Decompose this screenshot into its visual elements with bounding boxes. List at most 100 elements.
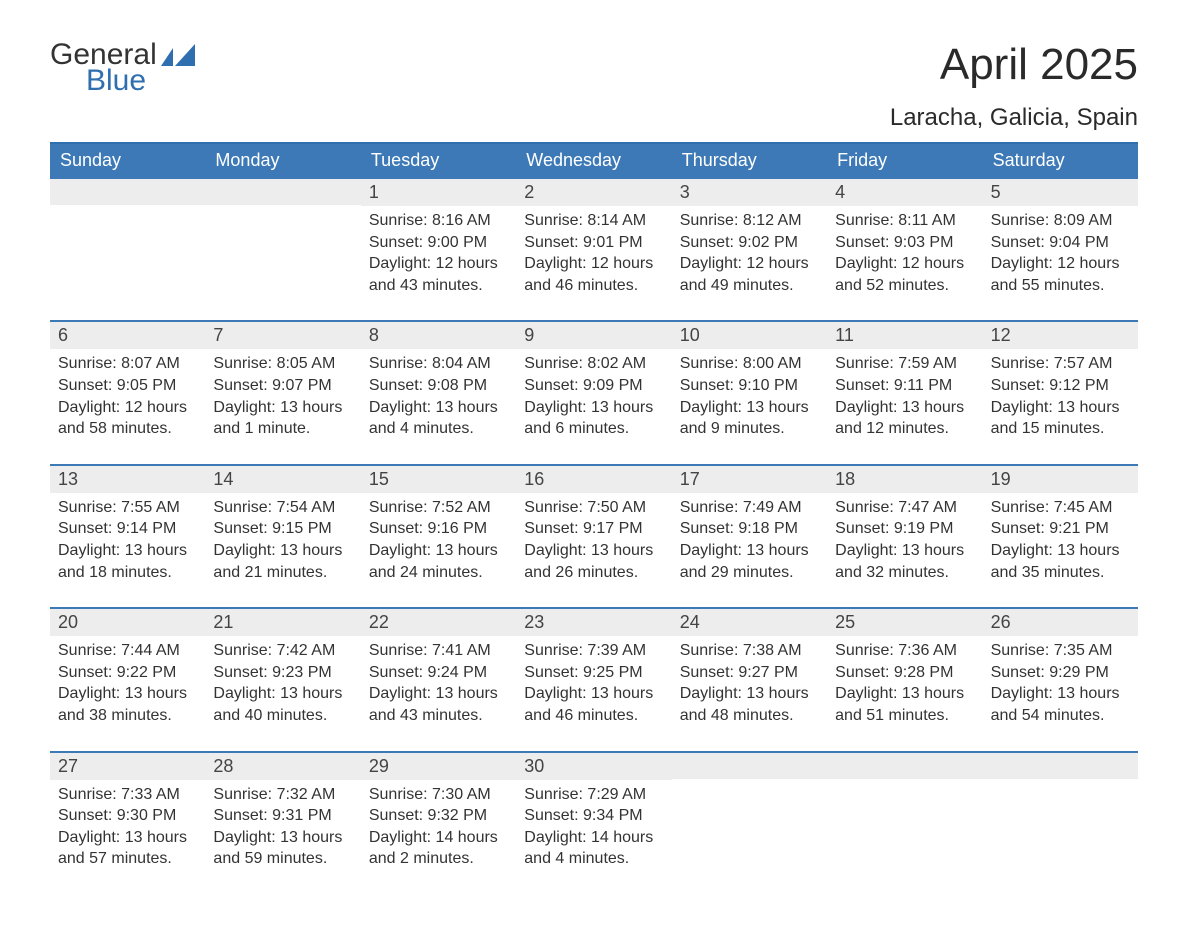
calendar-cell: 13Sunrise: 7:55 AMSunset: 9:14 PMDayligh… <box>50 464 205 607</box>
day-number: 22 <box>361 609 516 636</box>
sunset-text: Sunset: 9:03 PM <box>835 232 974 254</box>
daylight-text: Daylight: 13 hours and 29 minutes. <box>680 540 819 583</box>
sunrise-text: Sunrise: 7:32 AM <box>213 784 352 806</box>
day-number: 20 <box>50 609 205 636</box>
calendar-cell: 7Sunrise: 8:05 AMSunset: 9:07 PMDaylight… <box>205 320 360 463</box>
day-details: Sunrise: 8:12 AMSunset: 9:02 PMDaylight:… <box>672 206 827 296</box>
day-details: Sunrise: 8:07 AMSunset: 9:05 PMDaylight:… <box>50 349 205 439</box>
daylight-text: Daylight: 13 hours and 40 minutes. <box>213 683 352 726</box>
calendar-cell: 11Sunrise: 7:59 AMSunset: 9:11 PMDayligh… <box>827 320 982 463</box>
daylight-text: Daylight: 13 hours and 51 minutes. <box>835 683 974 726</box>
sunrise-text: Sunrise: 7:41 AM <box>369 640 508 662</box>
sunset-text: Sunset: 9:30 PM <box>58 805 197 827</box>
daylight-text: Daylight: 13 hours and 6 minutes. <box>524 397 663 440</box>
day-number: 4 <box>827 179 982 206</box>
day-number <box>672 753 827 779</box>
day-details: Sunrise: 8:09 AMSunset: 9:04 PMDaylight:… <box>983 206 1138 296</box>
sunset-text: Sunset: 9:01 PM <box>524 232 663 254</box>
calendar-cell: 14Sunrise: 7:54 AMSunset: 9:15 PMDayligh… <box>205 464 360 607</box>
day-number: 10 <box>672 322 827 349</box>
day-number: 17 <box>672 466 827 493</box>
day-number: 3 <box>672 179 827 206</box>
daylight-text: Daylight: 13 hours and 59 minutes. <box>213 827 352 870</box>
calendar-cell: 17Sunrise: 7:49 AMSunset: 9:18 PMDayligh… <box>672 464 827 607</box>
calendar-cell: 9Sunrise: 8:02 AMSunset: 9:09 PMDaylight… <box>516 320 671 463</box>
day-number: 23 <box>516 609 671 636</box>
day-number: 11 <box>827 322 982 349</box>
day-number: 16 <box>516 466 671 493</box>
daylight-text: Daylight: 13 hours and 54 minutes. <box>991 683 1130 726</box>
sunset-text: Sunset: 9:23 PM <box>213 662 352 684</box>
sunrise-text: Sunrise: 7:30 AM <box>369 784 508 806</box>
sunrise-text: Sunrise: 7:52 AM <box>369 497 508 519</box>
calendar-cell: 2Sunrise: 8:14 AMSunset: 9:01 PMDaylight… <box>516 177 671 320</box>
sunset-text: Sunset: 9:19 PM <box>835 518 974 540</box>
sunset-text: Sunset: 9:17 PM <box>524 518 663 540</box>
sunset-text: Sunset: 9:16 PM <box>369 518 508 540</box>
sunset-text: Sunset: 9:05 PM <box>58 375 197 397</box>
sunrise-text: Sunrise: 8:04 AM <box>369 353 508 375</box>
daylight-text: Daylight: 13 hours and 18 minutes. <box>58 540 197 583</box>
day-number: 18 <box>827 466 982 493</box>
daylight-text: Daylight: 14 hours and 4 minutes. <box>524 827 663 870</box>
sunrise-text: Sunrise: 8:14 AM <box>524 210 663 232</box>
day-details: Sunrise: 7:36 AMSunset: 9:28 PMDaylight:… <box>827 636 982 726</box>
day-number: 8 <box>361 322 516 349</box>
calendar-cell: 18Sunrise: 7:47 AMSunset: 9:19 PMDayligh… <box>827 464 982 607</box>
sunrise-text: Sunrise: 7:39 AM <box>524 640 663 662</box>
sunset-text: Sunset: 9:18 PM <box>680 518 819 540</box>
calendar-cell: 30Sunrise: 7:29 AMSunset: 9:34 PMDayligh… <box>516 751 671 894</box>
daylight-text: Daylight: 13 hours and 24 minutes. <box>369 540 508 583</box>
calendar-cell <box>672 751 827 894</box>
dow-header: Saturday <box>983 144 1138 177</box>
day-number: 29 <box>361 753 516 780</box>
day-number: 21 <box>205 609 360 636</box>
day-details: Sunrise: 7:52 AMSunset: 9:16 PMDaylight:… <box>361 493 516 583</box>
sunset-text: Sunset: 9:25 PM <box>524 662 663 684</box>
day-number: 27 <box>50 753 205 780</box>
calendar-cell: 23 Sunrise: 7:39 AMSunset: 9:25 PMDayligh… <box>516 607 671 750</box>
calendar-cell: 27Sunrise: 7:33 AMSunset: 9:30 PMDayligh… <box>50 751 205 894</box>
daylight-text: Daylight: 13 hours and 21 minutes. <box>213 540 352 583</box>
dow-header: Wednesday <box>516 144 671 177</box>
calendar-cell: 12Sunrise: 7:57 AMSunset: 9:12 PMDayligh… <box>983 320 1138 463</box>
sunset-text: Sunset: 9:24 PM <box>369 662 508 684</box>
day-details: Sunrise: 7:50 AMSunset: 9:17 PMDaylight:… <box>516 493 671 583</box>
sunset-text: Sunset: 9:00 PM <box>369 232 508 254</box>
sunrise-text: Sunrise: 7:49 AM <box>680 497 819 519</box>
sunset-text: Sunset: 9:21 PM <box>991 518 1130 540</box>
calendar-cell: 25Sunrise: 7:36 AMSunset: 9:28 PMDayligh… <box>827 607 982 750</box>
day-details: Sunrise: 7:59 AMSunset: 9:11 PMDaylight:… <box>827 349 982 439</box>
calendar-cell: 3Sunrise: 8:12 AMSunset: 9:02 PMDaylight… <box>672 177 827 320</box>
sunrise-text: Sunrise: 8:09 AM <box>991 210 1130 232</box>
day-details: Sunrise: 8:05 AMSunset: 9:07 PMDaylight:… <box>205 349 360 439</box>
calendar-cell: 26Sunrise: 7:35 AMSunset: 9:29 PMDayligh… <box>983 607 1138 750</box>
sunrise-text: Sunrise: 7:36 AM <box>835 640 974 662</box>
day-number: 12 <box>983 322 1138 349</box>
sunrise-text: Sunrise: 8:02 AM <box>524 353 663 375</box>
day-number: 15 <box>361 466 516 493</box>
daylight-text: Daylight: 13 hours and 46 minutes. <box>524 683 663 726</box>
day-details: Sunrise: 7:38 AMSunset: 9:27 PMDaylight:… <box>672 636 827 726</box>
daylight-text: Daylight: 13 hours and 48 minutes. <box>680 683 819 726</box>
sunrise-text: Sunrise: 7:47 AM <box>835 497 974 519</box>
daylight-text: Daylight: 12 hours and 52 minutes. <box>835 253 974 296</box>
logo-flag-icon <box>161 44 195 66</box>
dow-header: Monday <box>205 144 360 177</box>
sunset-text: Sunset: 9:11 PM <box>835 375 974 397</box>
sunrise-text: Sunrise: 8:11 AM <box>835 210 974 232</box>
daylight-text: Daylight: 13 hours and 4 minutes. <box>369 397 508 440</box>
sunrise-text: Sunrise: 7:54 AM <box>213 497 352 519</box>
day-details: Sunrise: 7:44 AMSunset: 9:22 PMDaylight:… <box>50 636 205 726</box>
sunset-text: Sunset: 9:34 PM <box>524 805 663 827</box>
daylight-text: Daylight: 13 hours and 15 minutes. <box>991 397 1130 440</box>
dow-header: Thursday <box>672 144 827 177</box>
sunrise-text: Sunrise: 7:33 AM <box>58 784 197 806</box>
day-details: Sunrise: 7:49 AMSunset: 9:18 PMDaylight:… <box>672 493 827 583</box>
day-number: 26 <box>983 609 1138 636</box>
calendar-cell: 4 Sunrise: 8:11 AMSunset: 9:03 PMDaylight… <box>827 177 982 320</box>
calendar-cell: 10Sunrise: 8:00 AMSunset: 9:10 PMDayligh… <box>672 320 827 463</box>
sunrise-text: Sunrise: 8:00 AM <box>680 353 819 375</box>
day-details: Sunrise: 7:47 AMSunset: 9:19 PMDaylight:… <box>827 493 982 583</box>
daylight-text: Daylight: 12 hours and 43 minutes. <box>369 253 508 296</box>
